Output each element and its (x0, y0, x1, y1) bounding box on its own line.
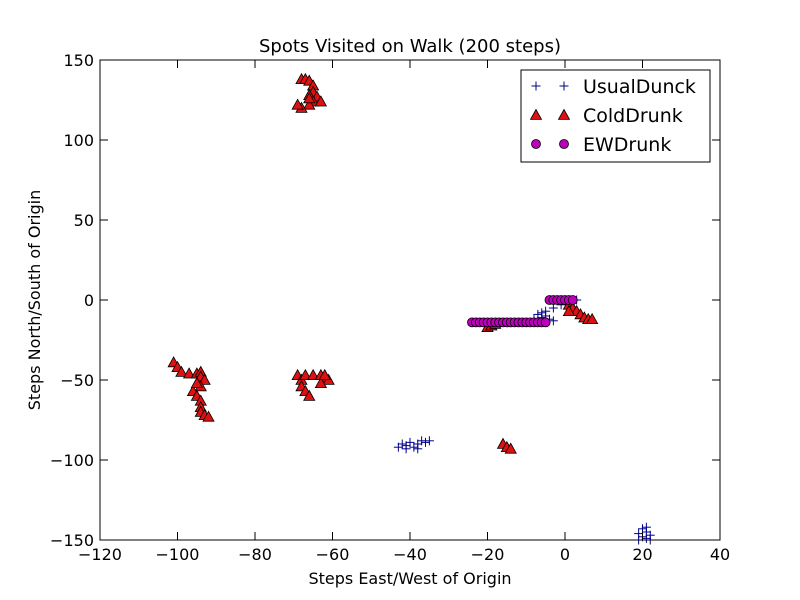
data-point-colddrunk (504, 442, 517, 454)
x-tick-label: −40 (393, 545, 427, 564)
x-tick-label: 20 (632, 545, 652, 564)
y-tick-label: −150 (50, 531, 94, 550)
data-point-colddrunk (306, 368, 320, 381)
x-tick-label: −80 (238, 545, 272, 564)
data-point-colddrunk (318, 368, 331, 381)
y-tick-label: 150 (63, 51, 94, 70)
data-point-ewdrunk (567, 295, 578, 305)
data-point-colddrunk (198, 373, 211, 385)
legend-marker-ewdrunk (531, 139, 541, 149)
legend-marker-colddrunk (529, 108, 543, 120)
data-point-colddrunk (314, 376, 328, 389)
data-point-ewdrunk (540, 317, 551, 328)
x-tick-label: −20 (471, 545, 505, 564)
y-tick-label: 50 (74, 211, 94, 230)
data-point-colddrunk (303, 92, 316, 104)
data-point-usualdunck (424, 436, 434, 446)
data-point-usualdunck (421, 437, 430, 447)
chart-title: Spots Visited on Walk (200 steps) (259, 36, 561, 57)
data-point-usualdunck (641, 533, 651, 543)
x-tick-label: 0 (560, 545, 570, 564)
x-tick-label: −120 (78, 545, 122, 564)
x-tick-label: −60 (316, 545, 350, 564)
data-point-colddrunk (299, 368, 312, 381)
data-point-colddrunk (314, 95, 328, 107)
data-point-usualdunck (405, 437, 415, 447)
data-point-colddrunk (202, 410, 215, 422)
data-point-colddrunk (303, 389, 316, 401)
axes: −120 −100 −80 −60 −40 −20 0 20 40 −150 −100 −50 0 50 1… (50, 51, 730, 564)
legend-marker-usualdunck (559, 81, 569, 91)
data-point-colddrunk (562, 304, 576, 317)
y-tick-label: −100 (50, 451, 94, 470)
data-point-usualdunck (417, 436, 427, 446)
legend-marker-colddrunk (557, 108, 571, 120)
legend-marker-usualdunck (531, 81, 541, 91)
legend-label-ewdrunk: EWDrunk (583, 134, 671, 156)
legend: UsualDunck ColdDrunk EWDrunk (520, 69, 711, 163)
plot-marks (167, 72, 655, 545)
y-tick-label: 100 (63, 131, 94, 150)
legend-frame (520, 69, 711, 163)
data-point-usualdunck (634, 529, 644, 539)
y-tick-label: 0 (84, 291, 94, 310)
legend-label-usualdunck: UsualDunck (583, 76, 696, 98)
data-point-colddrunk (175, 365, 188, 377)
data-point-colddrunk (190, 376, 204, 389)
y-tick-label: −50 (60, 371, 94, 390)
data-point-usualdunck (641, 522, 651, 532)
data-point-usualdunck (401, 444, 411, 454)
data-point-colddrunk (291, 98, 304, 110)
y-axis-label: Steps North/South of Origin (25, 190, 44, 410)
data-point-colddrunk (182, 367, 196, 379)
legend-label-colddrunk: ColdDrunk (583, 105, 683, 127)
data-point-usualdunck (548, 316, 558, 326)
x-tick-label: 40 (710, 545, 730, 564)
data-point-usualdunck (548, 303, 558, 313)
data-point-usualdunck (413, 444, 423, 454)
x-axis-label: Steps East/West of Origin (308, 569, 511, 588)
x-tick-label: −100 (156, 545, 200, 564)
legend-marker-ewdrunk (559, 139, 569, 149)
data-point-usualdunck (397, 439, 407, 449)
data-point-colddrunk (585, 312, 599, 325)
data-point-colddrunk (303, 98, 316, 110)
